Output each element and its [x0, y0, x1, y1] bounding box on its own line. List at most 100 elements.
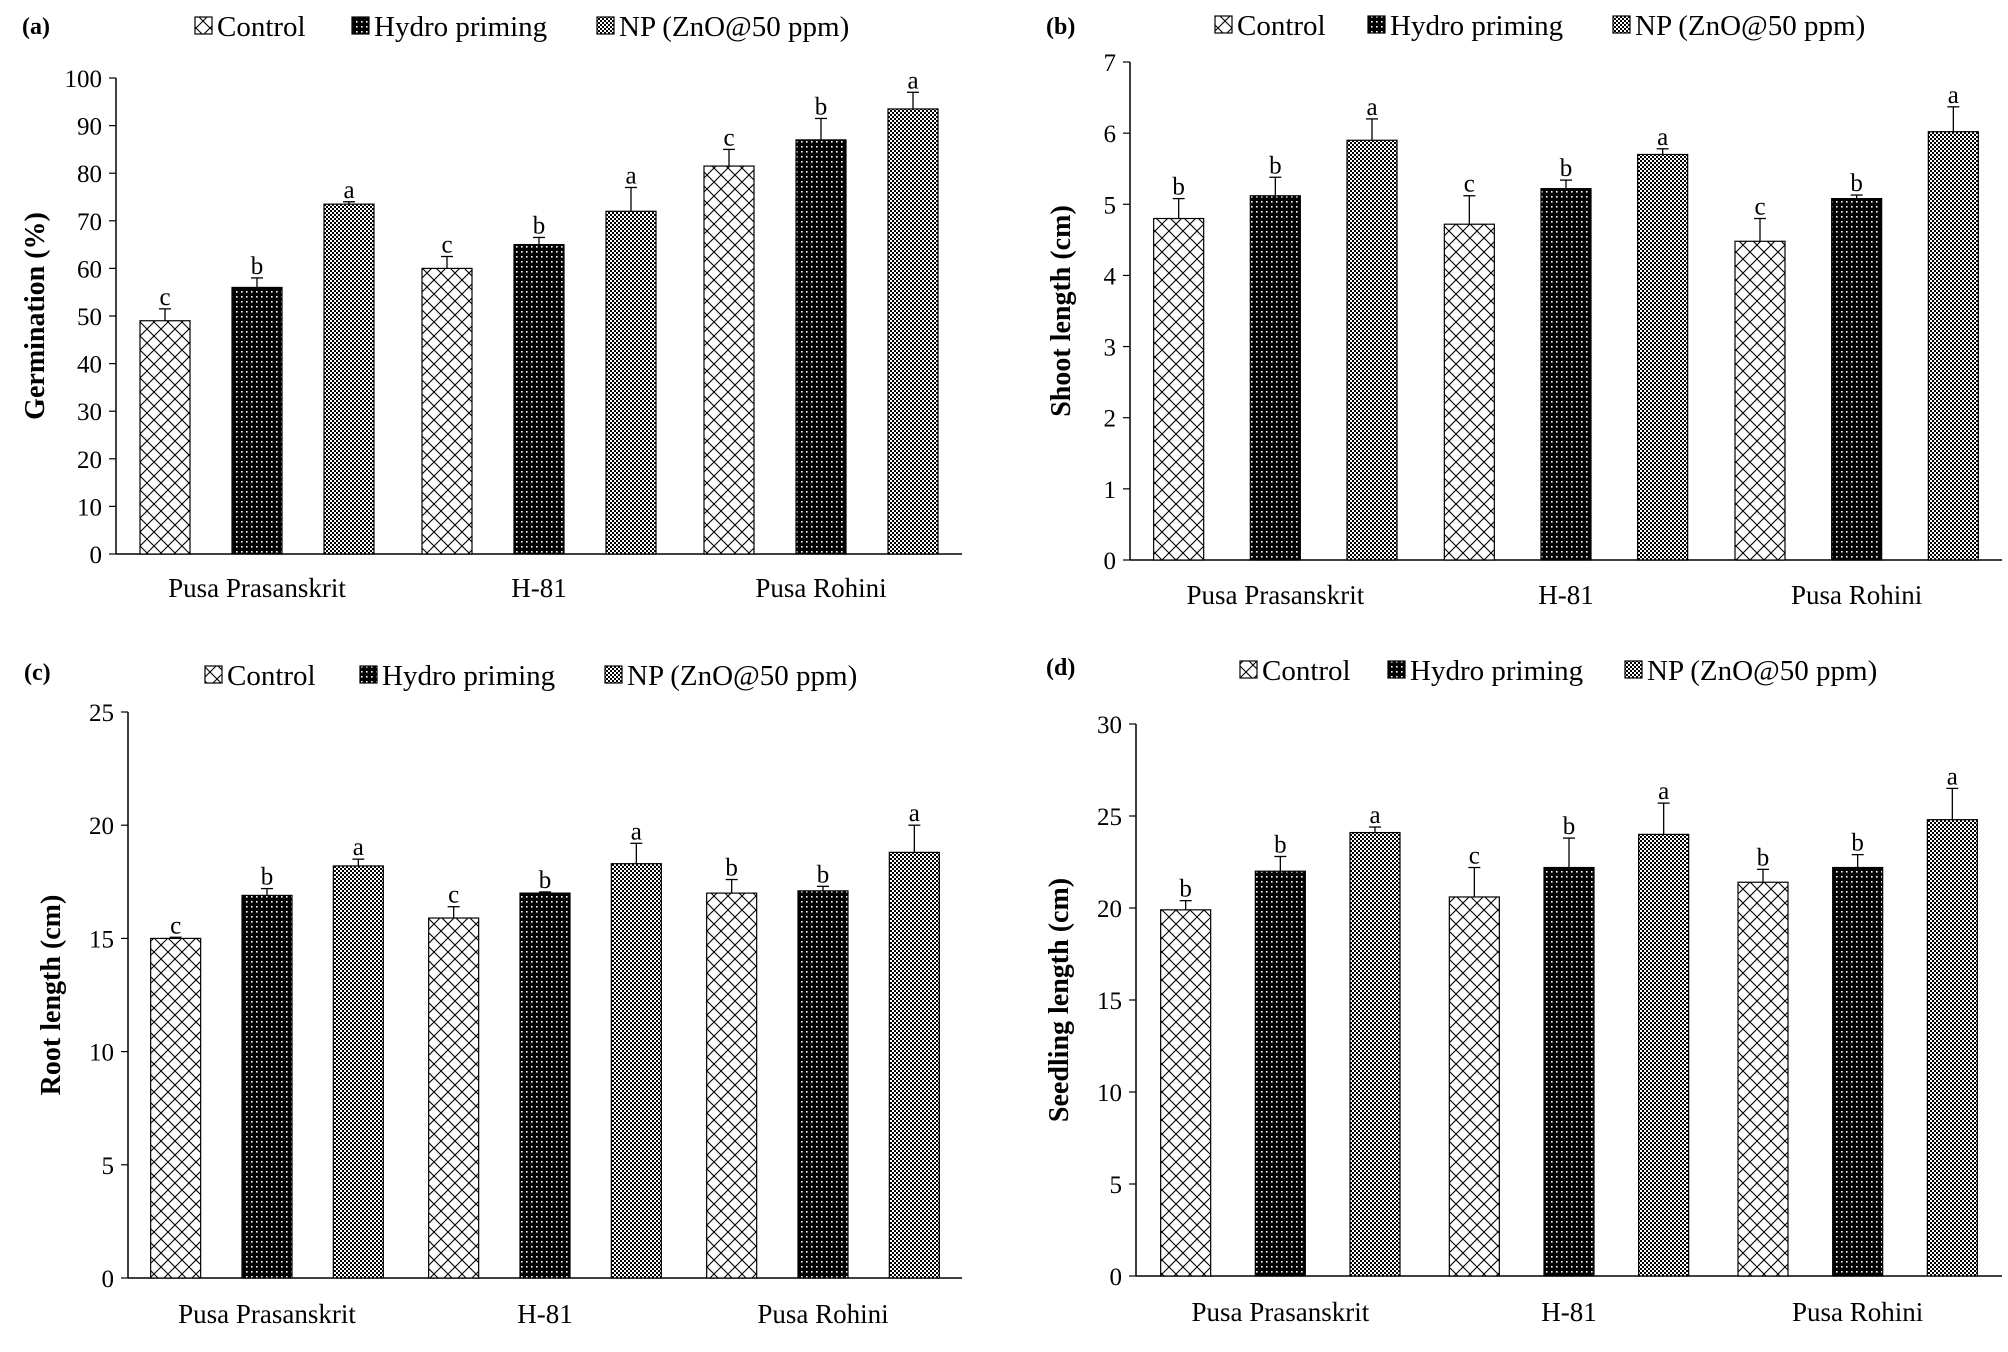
bar	[323, 203, 375, 555]
significance-letter: a	[631, 818, 642, 845]
significance-letter: b	[725, 855, 738, 882]
significance-letter: a	[907, 67, 918, 94]
y-tick-label: 15	[89, 926, 114, 953]
significance-letter: c	[170, 912, 181, 939]
x-category-label: Pusa Rohini	[755, 573, 886, 603]
y-tick-label: 0	[102, 1266, 115, 1293]
bar	[519, 892, 571, 1279]
bar	[1737, 881, 1789, 1277]
bar	[703, 165, 755, 555]
significance-letter: b	[539, 867, 552, 894]
x-category-label: Pusa Rohini	[757, 1299, 888, 1329]
bar	[605, 210, 657, 555]
bar	[1346, 139, 1398, 561]
x-category-label: Pusa Prasanskrit	[168, 573, 346, 603]
bar	[1926, 819, 1978, 1277]
significance-letter: a	[625, 162, 636, 189]
significance-letter: c	[723, 124, 734, 151]
x-category-label: Pusa Prasanskrit	[178, 1299, 356, 1329]
legend-swatch-2	[1387, 660, 1406, 679]
legend-label-3: NP (ZnO@50 ppm)	[627, 660, 857, 692]
significance-letter: b	[1269, 152, 1282, 179]
significance-letter: c	[1464, 171, 1475, 198]
significance-letter: c	[448, 882, 459, 909]
significance-letter: b	[815, 93, 828, 120]
bar	[241, 894, 293, 1279]
y-tick-label: 40	[77, 352, 102, 379]
bar	[1638, 833, 1690, 1277]
legend-label-1: Control	[1262, 655, 1351, 687]
significance-letter: b	[261, 864, 274, 891]
bar	[610, 863, 662, 1279]
significance-letter: b	[1850, 170, 1863, 197]
significance-letter: b	[1757, 844, 1770, 871]
legend-swatch-2	[359, 665, 378, 684]
significance-letter: b	[1274, 831, 1287, 858]
y-tick-label: 5	[102, 1153, 115, 1180]
significance-letter: b	[251, 253, 264, 280]
significance-letter: b	[533, 212, 546, 239]
x-category-label: Pusa Rohini	[1792, 1297, 1923, 1327]
panel-label: (a)	[22, 14, 50, 40]
significance-letter: b	[1851, 830, 1864, 857]
legend-label-1: Control	[217, 11, 306, 43]
significance-letter: c	[159, 284, 170, 311]
bar	[795, 139, 847, 555]
significance-letter: a	[1658, 778, 1669, 805]
legend-swatch-3	[1624, 660, 1643, 679]
bar	[706, 892, 758, 1279]
x-category-label: Pusa Prasanskrit	[1191, 1297, 1369, 1327]
x-category-label: H-81	[511, 573, 567, 603]
y-tick-label: 15	[1097, 988, 1122, 1015]
y-tick-label: 80	[77, 161, 102, 188]
bar	[1543, 866, 1595, 1277]
significance-letter: a	[1366, 94, 1377, 121]
legend-label-3: NP (ZnO@50 ppm)	[1635, 10, 1865, 42]
y-tick-label: 2	[1104, 406, 1117, 433]
legend-label-1: Control	[227, 660, 316, 692]
legend-swatch-2	[1367, 15, 1386, 34]
bar	[1349, 831, 1401, 1277]
significance-letter: c	[441, 232, 452, 259]
x-category-label: H-81	[517, 1299, 573, 1329]
y-tick-label: 20	[89, 813, 114, 840]
y-tick-label: 30	[1097, 712, 1122, 739]
legend-label-2: Hydro priming	[1390, 10, 1563, 42]
significance-letter: a	[353, 834, 364, 861]
y-tick-label: 25	[89, 700, 114, 727]
x-category-label: H-81	[1541, 1297, 1597, 1327]
chart-panel-3: (c) Control Hydro priming NP (ZnO@50 ppm) 0 5…	[24, 660, 962, 1329]
bar	[428, 917, 480, 1279]
y-tick-label: 5	[1104, 192, 1117, 219]
bar	[231, 286, 283, 555]
y-tick-label: 20	[77, 447, 102, 474]
y-tick-label: 7	[1104, 50, 1117, 77]
significance-letter: a	[1657, 124, 1668, 151]
x-category-label: Pusa Prasanskrit	[1186, 580, 1364, 610]
bar	[1832, 866, 1884, 1277]
legend-swatch-3	[596, 16, 615, 35]
bar	[1637, 153, 1689, 561]
legend-label-2: Hydro priming	[382, 660, 555, 692]
y-tick-label: 0	[1110, 1264, 1123, 1291]
significance-letter: a	[1948, 82, 1959, 109]
bar	[797, 890, 849, 1279]
legend-swatch-1	[204, 665, 223, 684]
bar	[1160, 909, 1212, 1277]
significance-letter: b	[1172, 174, 1185, 201]
y-tick-label: 6	[1104, 121, 1117, 148]
significance-letter: c	[1754, 194, 1765, 221]
y-tick-label: 100	[65, 66, 103, 93]
significance-letter: a	[343, 177, 354, 204]
bar	[1734, 240, 1786, 561]
legend-label-3: NP (ZnO@50 ppm)	[619, 11, 849, 43]
y-tick-label: 60	[77, 256, 102, 283]
y-tick-label: 30	[77, 399, 102, 426]
legend-swatch-1	[194, 16, 213, 35]
y-axis-title: Germination (%)	[20, 212, 51, 420]
bar	[887, 108, 939, 555]
y-tick-label: 10	[1097, 1080, 1122, 1107]
significance-letter: b	[1179, 876, 1192, 903]
y-axis-title: Seedling length (cm)	[1044, 878, 1075, 1122]
bar	[139, 320, 191, 555]
